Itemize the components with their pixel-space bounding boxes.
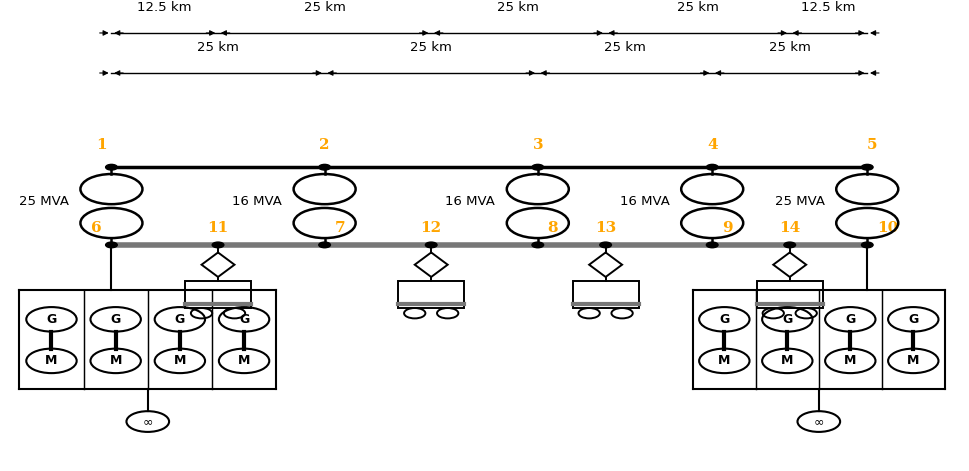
Text: 12.5 km: 12.5 km [138, 1, 192, 14]
Text: M: M [109, 354, 122, 367]
Text: 25 MVA: 25 MVA [18, 195, 69, 208]
Text: G: G [47, 313, 56, 326]
Text: 25 MVA: 25 MVA [774, 195, 825, 208]
Text: 16 MVA: 16 MVA [620, 195, 670, 208]
Circle shape [861, 242, 873, 248]
Text: 7: 7 [334, 220, 345, 235]
Text: 25 km: 25 km [197, 41, 239, 54]
Text: 6: 6 [91, 220, 102, 235]
Text: M: M [173, 354, 186, 367]
Text: 12: 12 [421, 220, 442, 235]
Text: 25 km: 25 km [768, 41, 811, 54]
Circle shape [861, 164, 873, 170]
Text: 3: 3 [533, 138, 543, 152]
Text: 12.5 km: 12.5 km [801, 1, 856, 14]
Text: G: G [845, 313, 856, 326]
Text: G: G [782, 313, 793, 326]
Text: M: M [237, 354, 250, 367]
Text: 25 km: 25 km [303, 1, 346, 14]
Text: 16 MVA: 16 MVA [446, 195, 495, 208]
Text: 2: 2 [320, 138, 329, 152]
Text: 11: 11 [207, 220, 229, 235]
Text: 4: 4 [707, 138, 717, 152]
Text: 25 km: 25 km [676, 1, 719, 14]
Text: G: G [110, 313, 121, 326]
Text: 16 MVA: 16 MVA [233, 195, 282, 208]
Circle shape [106, 164, 117, 170]
Circle shape [319, 164, 330, 170]
Text: M: M [781, 354, 794, 367]
Circle shape [319, 242, 330, 248]
Text: G: G [239, 313, 249, 326]
Text: M: M [718, 354, 731, 367]
Text: M: M [46, 354, 58, 367]
Circle shape [532, 242, 544, 248]
Circle shape [784, 242, 796, 248]
Text: 14: 14 [779, 220, 800, 235]
Circle shape [532, 164, 544, 170]
Circle shape [706, 242, 718, 248]
Text: 1: 1 [97, 138, 107, 152]
Text: 25 km: 25 km [410, 41, 453, 54]
Text: G: G [174, 313, 185, 326]
Text: G: G [719, 313, 730, 326]
Text: 13: 13 [595, 220, 616, 235]
Text: 9: 9 [722, 220, 733, 235]
Text: 10: 10 [877, 220, 898, 235]
Text: $\infty$: $\infty$ [813, 415, 825, 428]
Text: 5: 5 [867, 138, 877, 152]
Text: $\infty$: $\infty$ [142, 415, 153, 428]
Text: 25 km: 25 km [497, 1, 540, 14]
Text: M: M [844, 354, 857, 367]
Circle shape [212, 242, 224, 248]
Text: G: G [908, 313, 919, 326]
Circle shape [106, 242, 117, 248]
Circle shape [706, 164, 718, 170]
Text: 8: 8 [547, 220, 558, 235]
Text: 25 km: 25 km [604, 41, 646, 54]
Circle shape [600, 242, 611, 248]
Circle shape [425, 242, 437, 248]
Text: M: M [907, 354, 920, 367]
